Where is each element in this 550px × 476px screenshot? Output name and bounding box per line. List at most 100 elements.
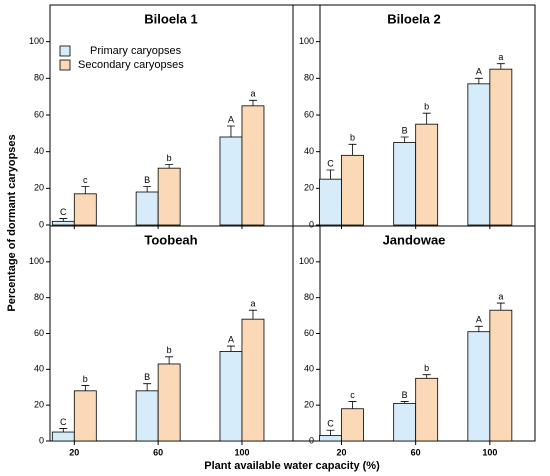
letter-label: b — [350, 133, 355, 143]
error-bar — [400, 401, 409, 404]
y-tick-label: 20 — [304, 400, 314, 410]
panel-title: Toobeah — [144, 232, 197, 247]
error-bar — [143, 383, 152, 391]
error-bar — [496, 302, 505, 311]
error-bar — [81, 385, 90, 391]
error-bar — [59, 428, 68, 433]
error-bar — [348, 401, 357, 409]
letter-label: B — [144, 175, 150, 185]
bar — [51, 431, 75, 442]
error-bar — [81, 186, 90, 194]
y-tick-label: 20 — [34, 183, 44, 193]
letter-label: C — [327, 419, 334, 429]
letter-label: A — [476, 67, 482, 77]
error-bar — [143, 186, 152, 192]
error-bar — [348, 143, 357, 156]
y-tick-label: 0 — [309, 219, 314, 229]
bar — [241, 318, 265, 442]
y-tick-label: 60 — [34, 328, 44, 338]
letter-label: B — [402, 390, 408, 400]
bar — [415, 123, 439, 226]
error-bar — [326, 429, 335, 436]
letter-label: a — [498, 291, 503, 301]
bar — [319, 178, 342, 226]
bar — [489, 309, 513, 442]
bar — [219, 351, 243, 442]
error-bar — [422, 374, 431, 379]
letter-label: B — [144, 372, 150, 382]
bar — [341, 154, 364, 226]
bar — [157, 167, 181, 226]
x-tick-label: 60 — [153, 447, 163, 457]
error-bar — [422, 112, 431, 125]
x-axis-label: Plant available water capacity (%) — [204, 460, 380, 472]
panel-title: Biloela 2 — [387, 11, 440, 26]
y-tick-label: 40 — [34, 364, 44, 374]
y-tick-label: 60 — [304, 109, 314, 119]
legend-swatch — [59, 45, 71, 57]
y-tick-label: 60 — [304, 328, 314, 338]
y-tick-label: 0 — [309, 435, 314, 445]
letter-label: b — [167, 153, 172, 163]
y-tick-label: 0 — [39, 219, 44, 229]
y-tick-label: 20 — [34, 400, 44, 410]
y-tick-label: 40 — [34, 146, 44, 156]
bar — [467, 331, 491, 442]
error-bar — [474, 325, 483, 332]
bar — [341, 408, 364, 442]
bar — [73, 193, 97, 226]
letter-label: b — [424, 102, 429, 112]
y-tick-label: 0 — [39, 435, 44, 445]
error-bar — [165, 164, 174, 169]
bar — [393, 142, 417, 226]
letter-label: B — [402, 125, 408, 135]
error-bar — [248, 99, 257, 106]
panel-title: Jandowae — [383, 232, 446, 247]
y-tick-label: 20 — [304, 183, 314, 193]
legend-swatch — [59, 59, 71, 71]
y-tick-label: 80 — [304, 292, 314, 302]
letter-label: a — [250, 89, 255, 99]
bar — [135, 390, 159, 442]
error-bar — [326, 169, 335, 180]
letter-label: a — [498, 52, 503, 62]
bar — [157, 363, 181, 442]
error-bar — [59, 218, 68, 222]
bar — [319, 435, 342, 442]
y-tick-label: 80 — [34, 292, 44, 302]
letter-label: A — [228, 114, 234, 124]
y-tick-label: 80 — [304, 73, 314, 83]
x-tick-label: 20 — [69, 447, 79, 457]
x-tick-label: 60 — [411, 447, 421, 457]
x-tick-label: 100 — [234, 447, 249, 457]
error-bar — [496, 63, 505, 70]
y-tick-label: 100 — [299, 36, 314, 46]
bar — [219, 136, 243, 226]
bar — [73, 390, 97, 442]
letter-label: A — [476, 315, 482, 325]
bar — [415, 377, 439, 442]
letter-label: a — [250, 299, 255, 309]
letter-label: c — [350, 390, 355, 400]
y-tick-label: 100 — [299, 256, 314, 266]
bar — [489, 68, 513, 226]
error-bar — [400, 136, 409, 143]
letter-label: b — [83, 374, 88, 384]
letter-label: C — [60, 207, 67, 217]
bar — [467, 83, 491, 226]
letter-label: C — [327, 158, 334, 168]
y-tick-label: 100 — [29, 256, 44, 266]
error-bar — [226, 345, 235, 352]
y-axis-label: Percentage of dormant caryopses — [6, 134, 18, 311]
letter-label: C — [60, 417, 67, 427]
letter-label: b — [167, 345, 172, 355]
y-tick-label: 80 — [34, 73, 44, 83]
y-tick-label: 40 — [304, 364, 314, 374]
bar — [135, 191, 159, 226]
x-tick-label: 20 — [336, 447, 346, 457]
y-tick-label: 100 — [29, 36, 44, 46]
error-bar — [165, 356, 174, 364]
letter-label: b — [424, 363, 429, 373]
bar — [241, 105, 265, 226]
